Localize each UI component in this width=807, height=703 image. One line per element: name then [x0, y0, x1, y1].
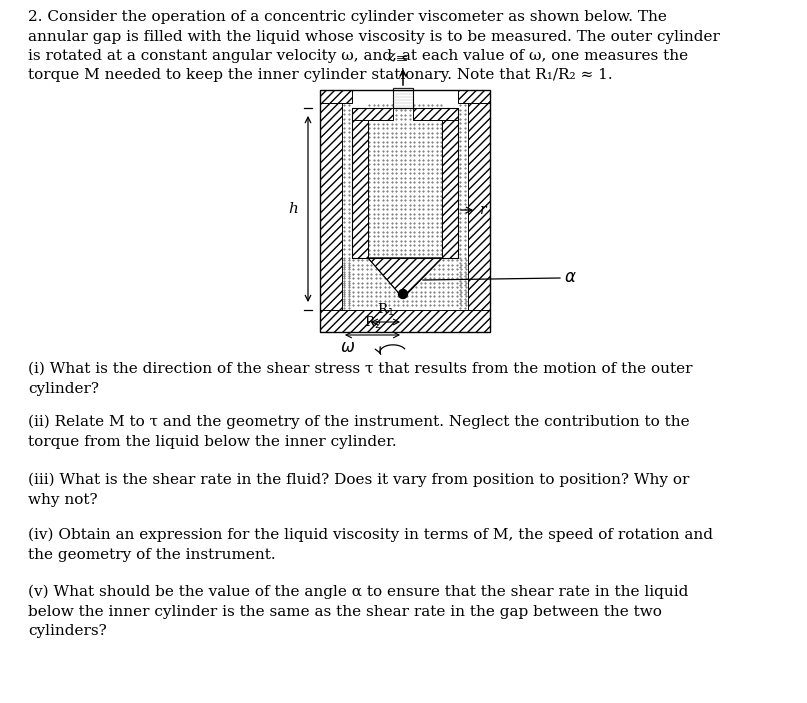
Bar [442, 120, 458, 258]
Text: r: r [479, 203, 486, 217]
Bar [393, 88, 413, 108]
Polygon shape [368, 258, 442, 298]
Bar [468, 103, 490, 310]
Bar [458, 90, 490, 103]
Bar [320, 90, 490, 332]
Circle shape [399, 290, 408, 299]
Text: 2. Consider the operation of a concentric cylinder viscometer as shown below. Th: 2. Consider the operation of a concentri… [28, 10, 720, 82]
Text: R$_2$: R$_2$ [364, 315, 381, 331]
Bar [413, 108, 458, 120]
Text: (v) What should be the value of the angle α to ensure that the shear rate in the: (v) What should be the value of the angl… [28, 585, 688, 638]
Bar [320, 103, 342, 310]
Bar [320, 90, 352, 103]
Bar [352, 108, 458, 258]
Text: h: h [288, 202, 298, 216]
Text: $\omega$: $\omega$ [341, 340, 356, 356]
Text: R$_1$: R$_1$ [377, 302, 394, 318]
Bar [352, 120, 368, 258]
Text: (ii) Relate M to τ and the geometry of the instrument. Neglect the contribution : (ii) Relate M to τ and the geometry of t… [28, 415, 690, 449]
Text: $\alpha$: $\alpha$ [564, 269, 577, 287]
Text: (iii) What is the shear rate in the fluid? Does it vary from position to positio: (iii) What is the shear rate in the flui… [28, 473, 689, 507]
Bar [320, 310, 490, 332]
Text: z: z [387, 50, 395, 64]
Bar [352, 108, 393, 120]
Text: (iv) Obtain an expression for the liquid viscosity in terms of M, the speed of r: (iv) Obtain an expression for the liquid… [28, 528, 713, 562]
Text: (i) What is the direction of the shear stress τ that results from the motion of : (i) What is the direction of the shear s… [28, 362, 692, 396]
Bar [342, 103, 468, 310]
